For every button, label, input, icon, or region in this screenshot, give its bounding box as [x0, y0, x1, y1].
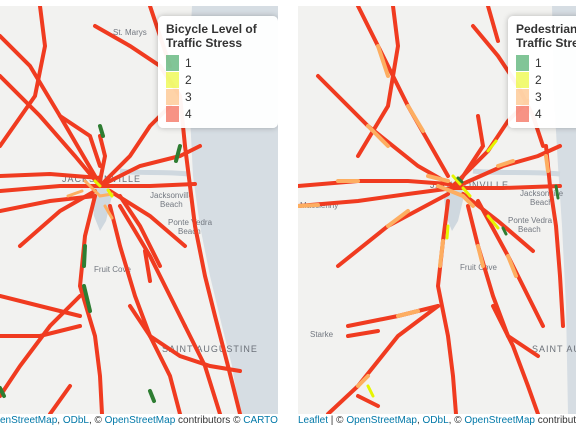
attr-carto[interactable]: CARTO [243, 415, 278, 426]
label-jax-beach-1: Jacksonville [520, 189, 564, 198]
legend-row-1: 1 [166, 54, 270, 71]
label-jax-beach-2: Beach [160, 200, 183, 209]
pedestrian-legend: Pedestrian Traffic Stress 1 2 3 4 [508, 16, 576, 128]
label-ponte-vedra-2: Beach [178, 227, 201, 236]
legend-label-4: 4 [535, 106, 542, 121]
label-saint-augustine: SAINT AUGUSTINE [162, 344, 258, 354]
right-attribution: Leaflet | © OpenStreetMap, ODbL, © OpenS… [298, 414, 576, 428]
label-st-marys: St. Marys [113, 28, 147, 37]
roads-lowest-stress [456, 176, 560, 236]
attr-osm-partial-2[interactable]: StreetMap [11, 415, 58, 426]
legend-row-3: 3 [516, 88, 576, 105]
attr-sep2: , © [88, 415, 105, 426]
attr-sep1: , [416, 415, 423, 426]
legend-label-2: 2 [535, 72, 542, 87]
label-fruit-cove: Fruit Cove [460, 263, 497, 272]
legend-label-2: 2 [185, 72, 192, 87]
legend-row-2: 2 [166, 71, 270, 88]
roads-lowest-stress [0, 124, 182, 403]
bicycle-legend-title-2: Traffic Stress [166, 36, 243, 50]
legend-row-4: 4 [516, 105, 576, 122]
bicycle-legend: Bicycle Level of Traffic Stress 1 2 3 4 [158, 16, 278, 128]
roads-low-stress [93, 179, 114, 198]
swatch-3 [166, 88, 179, 105]
attr-contrib: contributors [537, 415, 576, 426]
attr-sep2: , © [448, 415, 465, 426]
legend-row-1: 1 [516, 54, 576, 71]
attr-leaflet[interactable]: Leaflet [298, 415, 329, 426]
swatch-2 [516, 71, 529, 88]
legend-label-4: 4 [185, 106, 192, 121]
attr-sep0: | © [328, 415, 347, 426]
bicycle-stress-map[interactable]: St. Marys JACKSONVILLE Jacksonville Beac… [0, 6, 278, 414]
legend-label-3: 3 [185, 89, 192, 104]
attr-odbl[interactable]: ODbL [62, 415, 89, 426]
swatch-3 [516, 88, 529, 105]
roads-medium-stress [66, 179, 114, 220]
attr-odbl[interactable]: ODbL [422, 415, 449, 426]
swatch-4 [516, 105, 529, 122]
attr-osm-2[interactable]: OpenStreetMap [464, 415, 535, 426]
swatch-1 [516, 54, 529, 71]
label-jax-beach-2: Beach [530, 198, 553, 207]
label-starke: Starke [310, 330, 334, 339]
pedestrian-stress-map[interactable]: Macclenny JACKSONVILLE Jacksonville Beac… [298, 6, 576, 414]
bicycle-legend-title-1: Bicycle Level of [166, 22, 257, 36]
label-ponte-vedra-1: Ponte Vedra [508, 216, 553, 225]
label-jacksonville: JACKSONVILLE [430, 180, 509, 190]
legend-row-2: 2 [516, 71, 576, 88]
label-fruit-cove: Fruit Cove [94, 265, 131, 274]
legend-label-1: 1 [185, 55, 192, 70]
attr-sep1: , [57, 415, 63, 426]
label-ponte-vedra-1: Ponte Vedra [168, 218, 213, 227]
pedestrian-legend-title-2: Traffic Stress [516, 36, 576, 50]
attr-osm[interactable]: OpenStreetMap [104, 415, 176, 426]
attr-osm-partial-1[interactable]: en [0, 415, 12, 426]
swatch-1 [166, 54, 179, 71]
attr-contrib: contributors © [175, 415, 244, 426]
attr-osm-1[interactable]: OpenStreetMap [346, 415, 417, 426]
legend-label-1: 1 [535, 55, 542, 70]
legend-label-3: 3 [535, 89, 542, 104]
swatch-2 [166, 71, 179, 88]
roads-low-stress [366, 139, 500, 398]
legend-row-4: 4 [166, 105, 270, 122]
label-saint-augustine: SAINT AUG [532, 344, 576, 354]
roads-medium-stress [298, 44, 550, 388]
left-attribution: enStreetMap, ODbL, © OpenStreetMap contr… [0, 414, 278, 428]
swatch-4 [166, 105, 179, 122]
pedestrian-legend-title-1: Pedestrian [516, 22, 576, 36]
label-ponte-vedra-2: Beach [518, 225, 541, 234]
legend-row-3: 3 [166, 88, 270, 105]
label-jax-beach-1: Jacksonville [150, 191, 194, 200]
